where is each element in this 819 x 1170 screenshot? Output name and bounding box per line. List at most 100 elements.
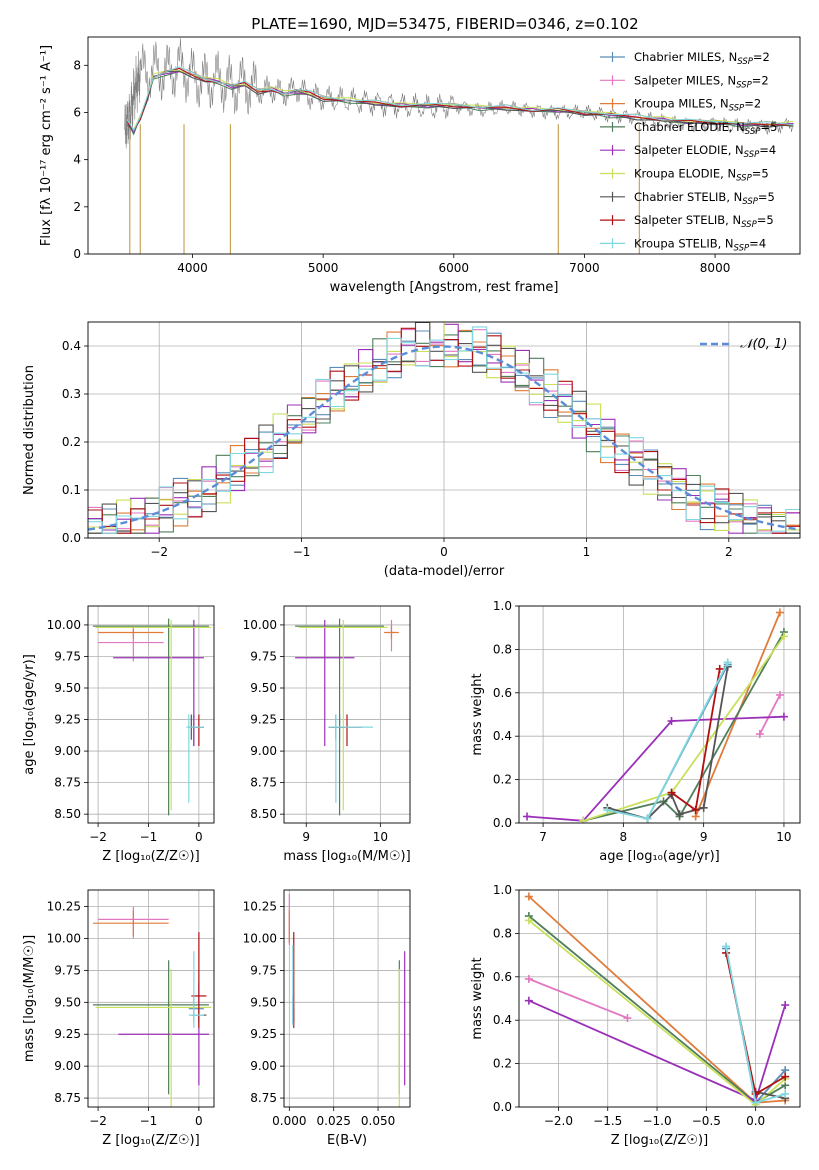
y-tick-label: 9.75 bbox=[250, 649, 277, 663]
legend-nssp-prefix: , N bbox=[720, 167, 736, 181]
panel-weight-vs-z: −2.0 −1.5 −1.0 −0.5 0.0 0.0 0.2 0.4 0.6 0.8 1.0 Z [… bbox=[470, 883, 801, 1148]
x-tick-label: 0.0 bbox=[746, 1114, 765, 1128]
legend-nssp-eq: = bbox=[752, 167, 762, 181]
mass-weight-marker bbox=[779, 632, 788, 641]
y-axis-label: Normed distribution bbox=[22, 365, 37, 495]
y-tick-label: 0.4 bbox=[62, 339, 81, 353]
y-axis-label: mass weight bbox=[470, 957, 485, 1039]
legend-nssp-eq: = bbox=[752, 73, 762, 87]
mass-weight-marker bbox=[523, 812, 532, 821]
x-tick-label: −1 bbox=[293, 545, 311, 559]
errorbar-point bbox=[118, 983, 209, 1086]
y-tick-label: 8.50 bbox=[54, 807, 81, 821]
errorbar-point bbox=[186, 714, 204, 803]
x-axis-label: E(B-V) bbox=[327, 1133, 367, 1148]
legend-nssp-value: 5 bbox=[766, 213, 773, 227]
legend-nssp-prefix: , N bbox=[720, 73, 736, 87]
mass-weight-marker bbox=[775, 608, 784, 617]
mass-weight-line bbox=[607, 666, 729, 820]
x-tick-label: 7 bbox=[539, 830, 547, 844]
x-tick-label: −0.5 bbox=[692, 1114, 721, 1128]
panel-weight-vs-age: 7 8 9 10 0.0 0.2 0.4 0.6 0.8 1.0 age [log₁₀(age/yr… bbox=[470, 599, 801, 864]
legend-nssp-value: 2 bbox=[754, 97, 761, 111]
legend-entry: Salpeter STELIB, NSSP=5 bbox=[634, 213, 774, 230]
y-tick-label: 0.8 bbox=[493, 926, 512, 940]
y-tick-label: 0.0 bbox=[62, 531, 81, 545]
mass-weight-marker bbox=[667, 788, 676, 797]
legend-nssp-eq: = bbox=[753, 50, 763, 64]
y-tick-label: 10.00 bbox=[47, 932, 81, 946]
errorbar-point bbox=[188, 995, 204, 1022]
legend-entry: Chabrier MILES, NSSP=2 bbox=[634, 50, 770, 67]
y-tick-label: 0.3 bbox=[62, 387, 81, 401]
y-tick-label: 10.25 bbox=[47, 900, 81, 914]
legend-model-name: Chabrier MILES bbox=[634, 50, 721, 64]
legend-nssp-value: 4 bbox=[769, 143, 776, 157]
observed-spectrum-line bbox=[124, 38, 793, 149]
axes-frame bbox=[87, 605, 215, 824]
mass-weight-marker bbox=[781, 1089, 790, 1098]
y-tick-label: 9.75 bbox=[54, 963, 81, 977]
y-tick-label: 10.00 bbox=[243, 932, 277, 946]
legend-model-name: Kroupa MILES bbox=[634, 97, 713, 111]
y-tick-label: 9.50 bbox=[54, 995, 81, 1009]
x-tick-label: −2.0 bbox=[544, 1114, 573, 1128]
mass-weight-line bbox=[526, 715, 784, 822]
plot-area-age-vs-z bbox=[93, 618, 212, 816]
mass-weight-line bbox=[582, 635, 785, 822]
x-axis-label: Z [log₁₀(Z/Z☉)] bbox=[611, 1133, 708, 1148]
y-tick-label: 0.2 bbox=[493, 1057, 512, 1071]
errorbar-point bbox=[98, 626, 164, 639]
y-tick-label: 0.2 bbox=[493, 773, 512, 787]
y-tick-label: 9.50 bbox=[250, 995, 277, 1009]
legend-nssp-sub: SSP bbox=[736, 80, 752, 90]
plot-area-spectrum bbox=[124, 38, 794, 254]
x-tick-label: 0.025 bbox=[317, 1114, 351, 1128]
plot-area-mass-vs-z bbox=[93, 906, 212, 1107]
mass-weight-marker bbox=[751, 1098, 760, 1107]
legend-model-name: Kroupa STELIB bbox=[634, 236, 718, 250]
legend-model-name: Chabrier STELIB bbox=[634, 190, 726, 204]
y-tick-label: 0 bbox=[73, 247, 81, 261]
y-tick-label: 0.4 bbox=[493, 1013, 512, 1027]
y-tick-label: 9.00 bbox=[250, 744, 277, 758]
mass-weight-marker bbox=[603, 805, 612, 814]
y-tick-label: 8.75 bbox=[250, 1091, 277, 1105]
legend-entry: Chabrier STELIB, NSSP=5 bbox=[634, 190, 775, 207]
errorbar-point bbox=[384, 626, 399, 639]
errorbar-point bbox=[93, 618, 209, 816]
mass-weight-marker bbox=[722, 942, 731, 951]
mass-weight-marker bbox=[781, 1072, 790, 1081]
x-tick-label: 10 bbox=[373, 830, 388, 844]
x-axis-label: Z [log₁₀(Z/Z☉)] bbox=[102, 849, 199, 864]
panel-spectrum: 4000 5000 6000 7000 8000 0 2 4 6 8 Chabrier MILES,… bbox=[39, 36, 801, 295]
mass-weight-marker bbox=[667, 717, 676, 726]
x-tick-label: 9 bbox=[700, 830, 708, 844]
legend-nssp-eq: = bbox=[759, 143, 769, 157]
x-tick-label: 1 bbox=[583, 545, 591, 559]
legend-entry: 𝒩(0, 1) bbox=[740, 337, 787, 352]
y-tick-label: 2 bbox=[73, 200, 81, 214]
mass-weight-marker bbox=[779, 712, 788, 721]
errorbar-point bbox=[113, 619, 204, 747]
y-tick-label: 8.75 bbox=[250, 776, 277, 790]
legend-nssp-value: 5 bbox=[770, 120, 777, 134]
legend-nssp-eq: = bbox=[744, 97, 754, 111]
legend-entry: Kroupa MILES, NSSP=2 bbox=[634, 97, 761, 114]
model-spectrum-line bbox=[126, 66, 794, 132]
errorbar-point bbox=[295, 619, 355, 747]
legend-entry: Kroupa ELODIE, NSSP=5 bbox=[634, 167, 769, 184]
axes-frame bbox=[518, 889, 801, 1108]
plot-area-weight-vs-z bbox=[524, 892, 790, 1107]
legend-nssp-sub: SSP bbox=[737, 57, 753, 67]
mass-weight-line bbox=[582, 631, 785, 822]
y-tick-label: 8.75 bbox=[54, 776, 81, 790]
legend-nssp-value: 2 bbox=[761, 73, 768, 87]
legend-nssp-eq: = bbox=[758, 190, 768, 204]
errorbar-point bbox=[295, 618, 385, 816]
y-tick-label: 10.00 bbox=[47, 618, 81, 632]
errorbar-point bbox=[188, 951, 204, 1028]
legend-entry: Salpeter MILES, NSSP=2 bbox=[634, 73, 769, 90]
y-tick-label: 9.25 bbox=[54, 713, 81, 727]
x-tick-label: 0 bbox=[440, 545, 448, 559]
